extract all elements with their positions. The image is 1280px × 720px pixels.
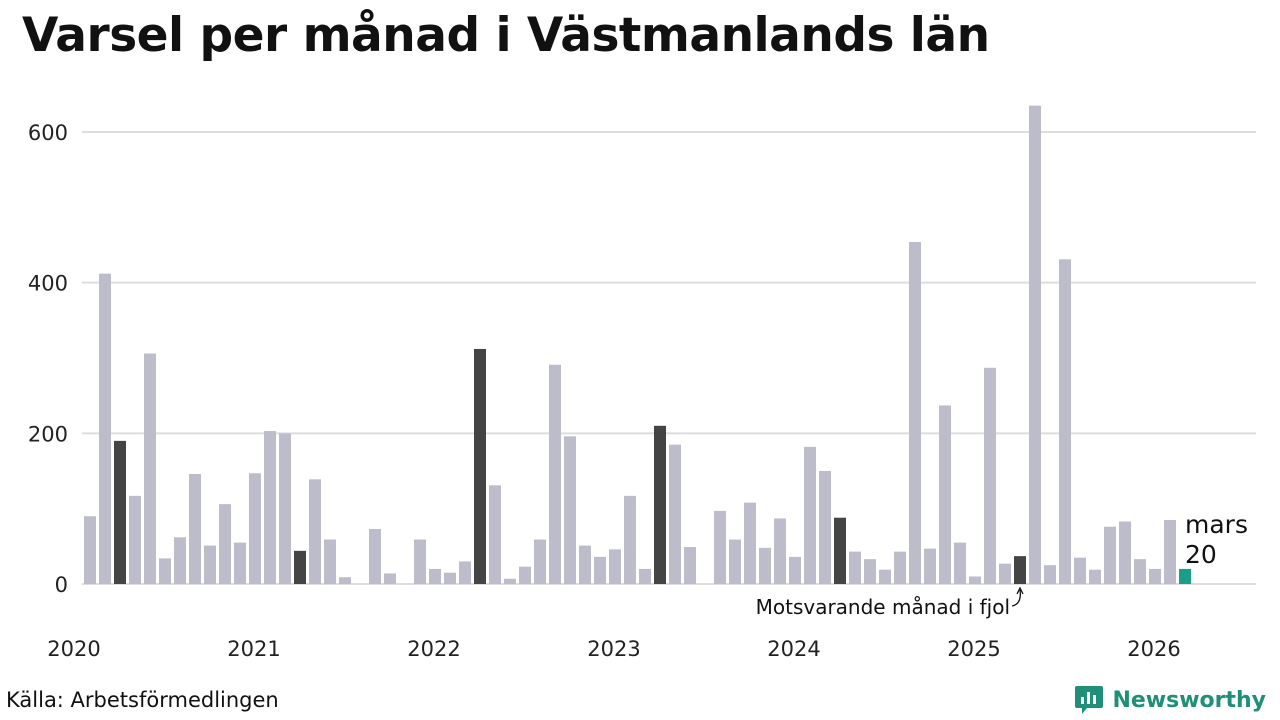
bar [309, 479, 321, 584]
bar [144, 353, 156, 584]
bar [1044, 565, 1056, 584]
bar [984, 367, 996, 584]
bar [279, 433, 291, 584]
bar [849, 551, 861, 584]
bar [189, 474, 201, 584]
x-tick-label: 2024 [767, 637, 820, 661]
bar [789, 556, 801, 584]
bar [969, 576, 981, 584]
bar [639, 568, 651, 584]
chart-title: Varsel per månad i Västmanlands län [22, 8, 990, 63]
bar [1059, 259, 1071, 584]
bar [924, 548, 936, 584]
bar [864, 559, 876, 584]
x-axis: 2020 2021 2022 2023 2024 2025 2026 [47, 637, 1180, 661]
bar [384, 573, 396, 584]
last-value-label: 20 [1185, 540, 1217, 569]
bar [249, 473, 261, 584]
x-tick-label: 2025 [947, 637, 1000, 661]
x-tick-label: 2023 [587, 637, 640, 661]
bar [414, 539, 426, 584]
bar [429, 568, 441, 584]
bar [444, 572, 456, 584]
y-tick-label: 400 [28, 272, 68, 296]
bar [774, 518, 786, 584]
source-note: Källa: Arbetsförmedlingen [6, 688, 279, 712]
bar [954, 542, 966, 584]
x-tick-label: 2021 [227, 637, 280, 661]
bar [1104, 526, 1116, 584]
bar [1074, 557, 1086, 584]
bar [1134, 559, 1146, 584]
bar [219, 504, 231, 584]
x-tick-label: 2022 [407, 637, 460, 661]
bar-same-month [654, 425, 666, 584]
bar-current-month [1179, 568, 1191, 584]
bar [579, 545, 591, 584]
bar [1149, 568, 1161, 584]
bar [489, 485, 501, 584]
bar [744, 502, 756, 584]
bar [624, 495, 636, 584]
bar [369, 529, 381, 584]
bar-same-month [114, 440, 126, 584]
bar [549, 364, 561, 584]
bar [729, 539, 741, 584]
bar [939, 405, 951, 584]
bar-same-month [294, 550, 306, 584]
bar [804, 446, 816, 584]
bar [1119, 521, 1131, 584]
bar-same-month [834, 517, 846, 584]
bar [174, 537, 186, 584]
bar [879, 569, 891, 584]
bar [594, 556, 606, 584]
bar [324, 539, 336, 584]
brand-logo[interactable]: Newsworthy [1074, 684, 1266, 716]
bar [894, 551, 906, 584]
bar [264, 431, 276, 584]
bar [1164, 519, 1176, 584]
x-tick-label: 2026 [1127, 637, 1180, 661]
y-tick-label: 200 [28, 422, 68, 446]
bar [1029, 105, 1041, 584]
bar [99, 273, 111, 584]
y-tick-label: 0 [55, 573, 68, 597]
bar [534, 539, 546, 584]
bar-same-month [1014, 556, 1026, 584]
bar [519, 566, 531, 584]
bar [564, 436, 576, 584]
bar [459, 561, 471, 584]
bar [999, 563, 1011, 584]
x-tick-label: 2020 [47, 637, 100, 661]
bar [504, 578, 516, 584]
last-month-label: mars [1185, 510, 1248, 539]
bars [84, 105, 1191, 584]
bar [684, 547, 696, 584]
bar-same-month [474, 348, 486, 584]
newsworthy-logo-icon [1075, 686, 1104, 714]
annotation-text: Motsvarande månad i fjol [756, 595, 1010, 619]
brand-name: Newsworthy [1112, 687, 1266, 713]
bar [759, 547, 771, 584]
bar [909, 241, 921, 584]
y-axis: 0 200 400 600 [28, 121, 68, 597]
bar [84, 516, 96, 584]
bar [714, 510, 726, 584]
bar [129, 495, 141, 584]
annotation-arrowhead [1016, 586, 1024, 595]
bar [609, 549, 621, 584]
y-tick-label: 600 [28, 121, 68, 145]
bar [204, 545, 216, 584]
bar [159, 558, 171, 584]
bar [339, 577, 351, 584]
bar [1089, 569, 1101, 584]
bar [234, 542, 246, 584]
bar [669, 444, 681, 584]
annotation-arrow [1011, 589, 1021, 607]
bar [819, 471, 831, 584]
